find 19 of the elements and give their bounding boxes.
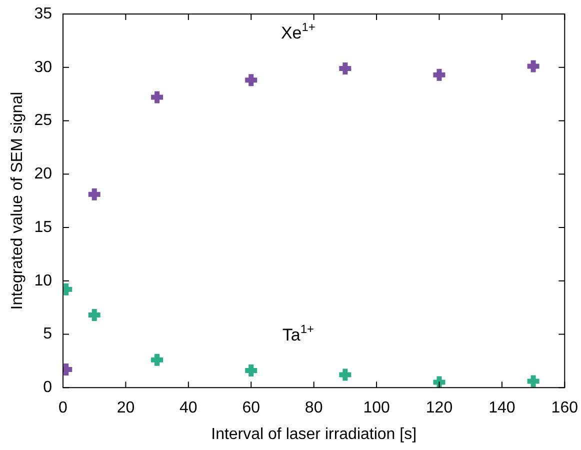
x-tick-label: 40 xyxy=(180,400,198,417)
x-tick-label: 120 xyxy=(426,400,453,417)
x-tick-label: 140 xyxy=(488,400,516,417)
y-tick-label: 35 xyxy=(34,5,52,22)
y-axis-title: Integrated value of SEM signal xyxy=(9,92,26,310)
x-axis-title: Interval of laser irradiation [s] xyxy=(211,426,417,443)
x-tick-label: 0 xyxy=(58,400,68,417)
y-tick-label: 25 xyxy=(34,112,52,130)
x-tick-label: 60 xyxy=(242,400,260,417)
x-tick-label: 160 xyxy=(551,400,578,417)
x-tick-label: 80 xyxy=(304,400,323,417)
y-tick-label: 10 xyxy=(34,272,52,290)
y-tick-label: 0 xyxy=(43,379,52,396)
y-tick-label: 15 xyxy=(34,218,52,236)
y-tick-label: 20 xyxy=(34,166,52,183)
y-tick-label: 30 xyxy=(34,58,52,76)
x-tick-label: 20 xyxy=(116,400,135,417)
y-tick-label: 5 xyxy=(43,326,52,343)
x-tick-label: 100 xyxy=(363,400,390,417)
